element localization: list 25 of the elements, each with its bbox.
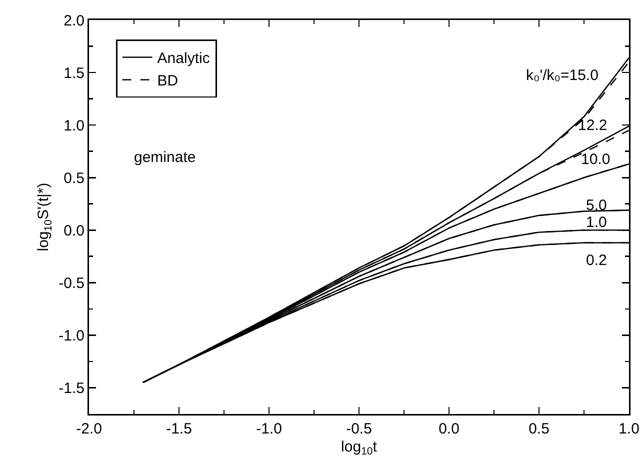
y-tick-label: -1.0 bbox=[58, 327, 84, 344]
annotation: 0.2 bbox=[586, 252, 607, 269]
y-tick-label: -1.5 bbox=[58, 380, 84, 397]
y-tick-label: 1.5 bbox=[64, 64, 84, 82]
annotation: k₀'/k₀=15.0 bbox=[526, 67, 598, 84]
y-tick-label: 1.0 bbox=[64, 117, 84, 134]
annotation: geminate bbox=[134, 149, 196, 166]
x-tick-label: -1.5 bbox=[166, 420, 192, 438]
x-tick-label: -0.5 bbox=[346, 420, 372, 438]
annotation: 5.0 bbox=[586, 197, 607, 214]
legend-label: Analytic bbox=[157, 50, 210, 68]
x-tick-label: 0.0 bbox=[438, 420, 460, 438]
annotation: 10.0 bbox=[581, 151, 610, 168]
x-tick-label: -1.0 bbox=[256, 420, 282, 438]
legend-label: BD bbox=[157, 72, 178, 90]
y-tick-label: -0.5 bbox=[58, 274, 84, 292]
y-tick-label: 0.0 bbox=[64, 222, 84, 240]
x-tick-label: 1.0 bbox=[618, 420, 640, 438]
x-tick-label: -2.0 bbox=[76, 420, 102, 438]
y-tick-label: 0.5 bbox=[64, 170, 84, 187]
annotation: 12.2 bbox=[578, 117, 608, 134]
x-tick-label: 0.5 bbox=[528, 420, 550, 438]
annotation: 1.0 bbox=[586, 214, 607, 231]
y-tick-label: 2.0 bbox=[64, 12, 84, 30]
x-axis-title: log$_{10}$t bbox=[341, 438, 378, 458]
